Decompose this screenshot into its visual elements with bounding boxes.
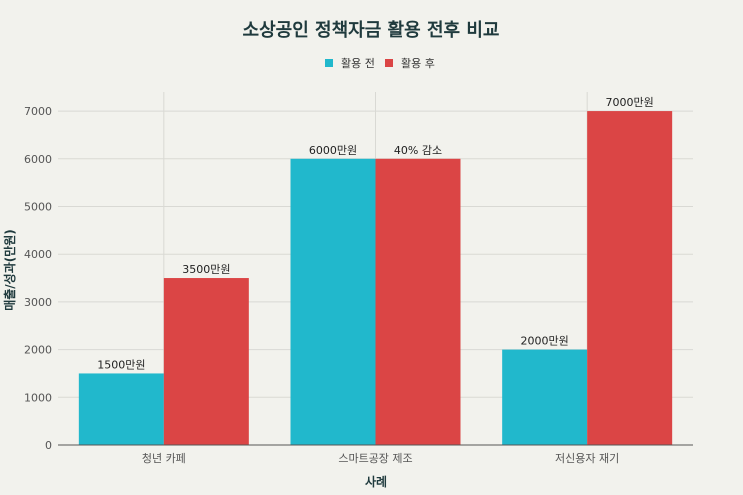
x-tick-label: 스마트공장 제조	[338, 452, 412, 465]
y-tick-label: 4000	[24, 248, 52, 261]
data-labels: 1500만원 3500만원 6000만원 40% 감소 2000만원 7000만원	[97, 96, 654, 371]
y-axis-title: 매출/성과(만원)	[2, 229, 17, 311]
legend-swatch	[385, 59, 393, 67]
chart-title: 소상공인 정책자금 활용 전후 비교	[243, 20, 500, 41]
bar	[587, 111, 673, 445]
bar-data-label: 40% 감소	[394, 144, 442, 157]
legend-swatch	[325, 59, 333, 67]
y-tick-label: 6000	[24, 153, 52, 166]
x-tick-label: 저신용자 재기	[555, 452, 619, 465]
bar	[502, 349, 588, 445]
legend-label: 활용 전	[341, 56, 375, 70]
bar-data-label: 6000만원	[309, 144, 357, 157]
y-tick-label: 1000	[24, 391, 52, 404]
y-tick-label: 3000	[24, 296, 52, 309]
bar-data-label: 7000만원	[606, 96, 654, 109]
legend-label: 활용 후	[401, 56, 435, 70]
x-tick-label: 청년 카페	[142, 452, 186, 465]
y-tick-label: 5000	[24, 200, 52, 213]
x-axis-title: 사례	[365, 474, 387, 489]
y-axis-ticks: 0 1000 2000 3000 4000 5000 6000 7000	[24, 105, 52, 452]
legend: 활용 전 활용 후	[325, 56, 435, 70]
bar	[78, 373, 164, 445]
bar	[163, 278, 249, 445]
bars	[78, 111, 673, 445]
bar-data-label: 1500만원	[97, 358, 145, 371]
bar	[375, 158, 461, 445]
bar-data-label: 3500만원	[182, 263, 230, 276]
bar	[290, 158, 376, 445]
bar-data-label: 2000만원	[521, 335, 569, 348]
x-axis-ticks: 청년 카페 스마트공장 제조 저신용자 재기	[142, 452, 619, 465]
y-tick-label: 7000	[24, 105, 52, 118]
y-tick-label: 2000	[24, 344, 52, 357]
y-tick-label: 0	[45, 439, 52, 452]
